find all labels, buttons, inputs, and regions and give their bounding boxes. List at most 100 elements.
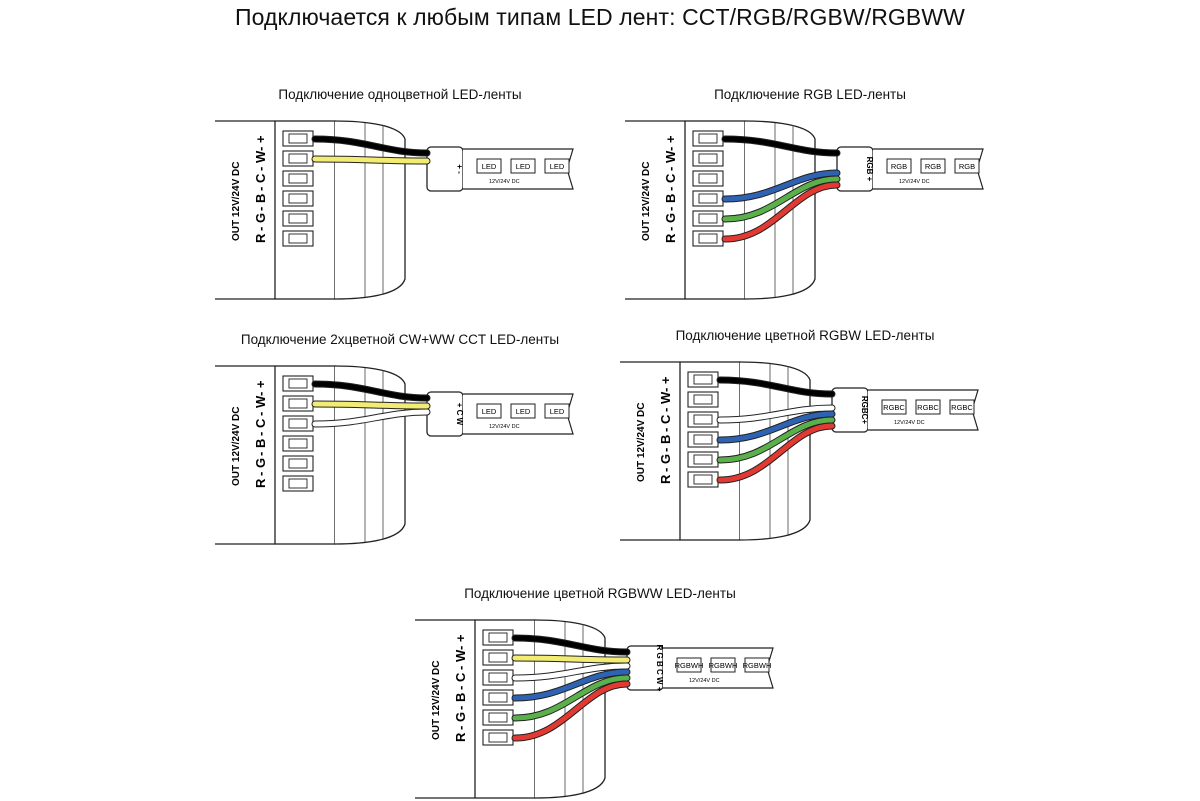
- pin-sign: -: [453, 686, 468, 690]
- connector-clamp: [334, 365, 406, 545]
- pin-label-r: R: [658, 474, 673, 484]
- plug-label: R G B C W +: [655, 645, 664, 692]
- led-chip-label: RGBC: [883, 403, 905, 412]
- wire-black: [312, 136, 430, 156]
- terminal-screw: [693, 394, 713, 405]
- pin-label-g: G: [663, 213, 678, 223]
- terminal-screw: [488, 672, 508, 683]
- wire-black: [722, 136, 840, 156]
- panel-heading: Подключение 2хцветной CW+WW CCT LED-лент…: [240, 332, 560, 347]
- pin-sign: -: [253, 227, 268, 231]
- wire-blue: [722, 170, 840, 202]
- wire-blue: [717, 411, 835, 443]
- pin-sign: -: [658, 448, 673, 452]
- pin-label-b: B: [663, 194, 678, 203]
- led-chip-label: LED: [516, 162, 531, 171]
- pin-label-w: W: [253, 395, 268, 408]
- pin-sign: -: [253, 392, 268, 396]
- pin-sign: -: [253, 147, 268, 151]
- led-chip: [476, 158, 502, 174]
- plug-label: RGBC+: [860, 396, 869, 425]
- pin-sign: -: [453, 726, 468, 730]
- pin-label-b: B: [453, 693, 468, 702]
- led-chip: [954, 158, 980, 174]
- led-chip: [510, 403, 536, 419]
- led-chip: [886, 158, 912, 174]
- pin-label-b: B: [253, 194, 268, 203]
- out-label: OUT 12V/24V DC: [641, 162, 652, 241]
- pin-sign: -: [453, 646, 468, 650]
- wire-yellow: [512, 655, 630, 663]
- diagram-rgbw: OUT 12V/24V DC+W-C-B-G-R-RGBC+ RGBC RGBC RG…: [620, 361, 979, 541]
- pin-label-c: C: [453, 672, 468, 682]
- connector-clamp: [739, 361, 811, 541]
- main-title: Подключается к любым типам LED лент: CCT…: [235, 4, 965, 30]
- strip-voltage-label: 12V/24V DC: [689, 678, 720, 684]
- terminal-screw: [288, 213, 308, 224]
- pin-sign: -: [663, 167, 678, 171]
- terminal-screw: [288, 153, 308, 164]
- panel-rgbww: Подключение цветной RGBWW LED-ленты OUT …: [415, 586, 785, 801]
- led-chip-label: RGBC: [917, 403, 939, 412]
- panel-heading: Подключение цветной RGBW LED-ленты: [675, 328, 935, 343]
- terminal-screw: [288, 173, 308, 184]
- led-chip: [744, 657, 770, 673]
- pin-label-c: C: [658, 414, 673, 424]
- pin-label-plus: +: [453, 634, 468, 642]
- terminal-screw: [698, 133, 718, 144]
- terminal-block: [274, 120, 336, 300]
- pin-sign: -: [253, 187, 268, 191]
- terminal-screw: [488, 632, 508, 643]
- pin-label-c: C: [663, 173, 678, 183]
- pin-sign: -: [253, 412, 268, 416]
- terminal-screw: [288, 418, 308, 429]
- housing-edge: [620, 361, 680, 541]
- wire-green: [512, 675, 630, 721]
- pin-label-g: G: [253, 213, 268, 223]
- strip-voltage-label: 12V/24V DC: [899, 179, 930, 185]
- pin-label-plus: +: [658, 376, 673, 384]
- pin-sign: -: [663, 147, 678, 151]
- wire-red: [722, 182, 840, 242]
- pin-label-c: C: [253, 173, 268, 183]
- led-chip-label: RGB: [959, 162, 975, 171]
- housing-edge: [415, 619, 475, 799]
- terminal-screw: [698, 193, 718, 204]
- wire-white: [717, 405, 835, 423]
- wire-black: [512, 635, 630, 655]
- panel-heading: Подключение одноцветной LED-ленты: [278, 87, 522, 102]
- wire-yellow: [312, 156, 430, 164]
- wire-red: [717, 423, 835, 483]
- pin-label-r: R: [453, 732, 468, 742]
- led-chip-label: LED: [516, 407, 531, 416]
- pin-label-b: B: [658, 435, 673, 444]
- led-chip: [676, 657, 702, 673]
- pin-label-b: B: [253, 439, 268, 448]
- terminal-block: [274, 365, 336, 545]
- diagram-rgb: OUT 12V/24V DC+W-C-B-G-R-RGB + RGB RGB RGB1…: [625, 120, 984, 300]
- plug-label: + C W: [455, 403, 464, 426]
- led-chip: [915, 399, 941, 415]
- pin-sign: -: [253, 207, 268, 211]
- pin-sign: -: [658, 388, 673, 392]
- led-chip: [949, 399, 975, 415]
- wire-blue: [512, 669, 630, 701]
- led-chip: [544, 158, 570, 174]
- terminal-screw: [693, 474, 713, 485]
- wire-black: [312, 381, 430, 401]
- wire-red: [512, 681, 630, 741]
- led-chip-label: LED: [550, 407, 565, 416]
- led-chip: [476, 403, 502, 419]
- terminal-screw: [488, 692, 508, 703]
- led-chip-label: RGBC: [951, 403, 973, 412]
- terminal-screw: [698, 153, 718, 164]
- pin-label-w: W: [253, 150, 268, 163]
- terminal-screw: [488, 732, 508, 743]
- housing-edge: [215, 365, 275, 545]
- terminal-screw: [288, 378, 308, 389]
- led-chip-label: RGB: [891, 162, 907, 171]
- led-chip-label: RGBWH: [709, 661, 738, 670]
- wire-black: [717, 377, 835, 397]
- pin-sign: -: [253, 452, 268, 456]
- strip-voltage-label: 12V/24V DC: [489, 179, 520, 185]
